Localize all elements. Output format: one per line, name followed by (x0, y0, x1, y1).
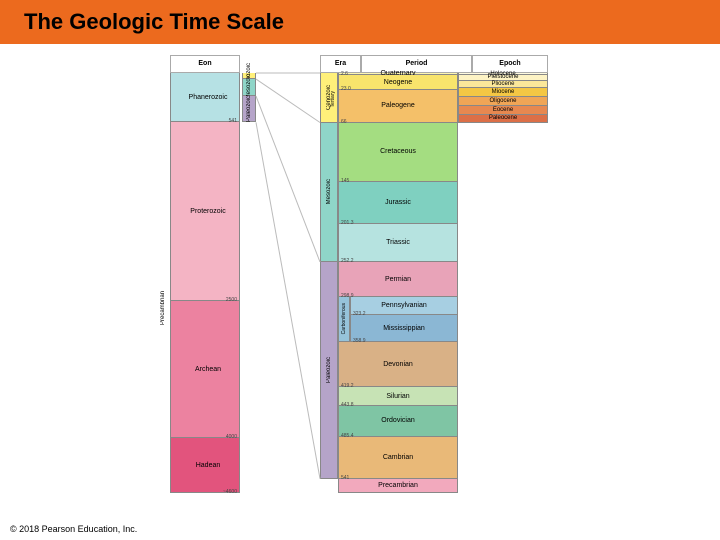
eon-column: Eon Phanerozoic541Proterozoic2500Archean… (170, 55, 240, 493)
period-jurassic: Jurassic201.3 (338, 182, 458, 224)
era-left-mesozoic: Mesozoic (242, 79, 256, 96)
eon-phanerozoic: Phanerozoic541 (170, 73, 240, 122)
era-mesozoic: Mesozoic (320, 123, 338, 263)
era-left-column: CenozoicMesozoicPaleozoic (242, 73, 256, 122)
epoch-paleocene: Paleocene (458, 115, 548, 123)
period-carboniferous: Carboniferous (338, 297, 350, 342)
period-silurian: Silurian443.8 (338, 387, 458, 405)
epoch-eocene: Eocene (458, 106, 548, 115)
epoch-miocene: Miocene (458, 88, 548, 97)
period-devonian: Devonian419.2 (338, 342, 458, 387)
page-title: The Geologic Time Scale (24, 9, 284, 35)
period-cretaceous: Cretaceous145 (338, 123, 458, 182)
era-paleozoic: Paleozoic (320, 262, 338, 479)
geologic-time-diagram: Eon Phanerozoic541Proterozoic2500Archean… (170, 55, 550, 510)
period-triassic: Triassic252.2 (338, 224, 458, 262)
period-permian: Permian298.9 (338, 262, 458, 297)
eon-proterozoic: Proterozoic2500 (170, 122, 240, 301)
period-ordovician: Ordovician485.4 (338, 406, 458, 437)
right-columns: Era Period Epoch CenozoicMesozoicPaleozo… (320, 55, 548, 493)
period-neogene: Neogene23.0 (338, 75, 458, 90)
period-mississippian: Mississippian358.9 (350, 315, 458, 342)
epoch-oligocene: Oligocene (458, 97, 548, 106)
period-header: Period (361, 55, 472, 73)
period-paleogene: Paleogene66 (338, 90, 458, 122)
title-bar: The Geologic Time Scale (0, 0, 720, 44)
precambrian-label: Precambrian (158, 122, 168, 493)
epoch-pliocene: Pliocene (458, 81, 548, 89)
era-left-paleozoic: Paleozoic (242, 96, 256, 122)
copyright-footer: © 2018 Pearson Education, Inc. (10, 524, 137, 534)
eon-hadean: Hadean~4600 (170, 438, 240, 493)
tertiary-label: Tertiary (328, 75, 338, 123)
eon-header: Eon (170, 55, 240, 73)
period-cambrian: Cambrian541 (338, 437, 458, 479)
eon-archean: Archean4000 (170, 301, 240, 438)
period-precambrian: Precambrian (338, 479, 458, 493)
period-pennsylvanian: Pennsylvanian323.2 (350, 297, 458, 315)
